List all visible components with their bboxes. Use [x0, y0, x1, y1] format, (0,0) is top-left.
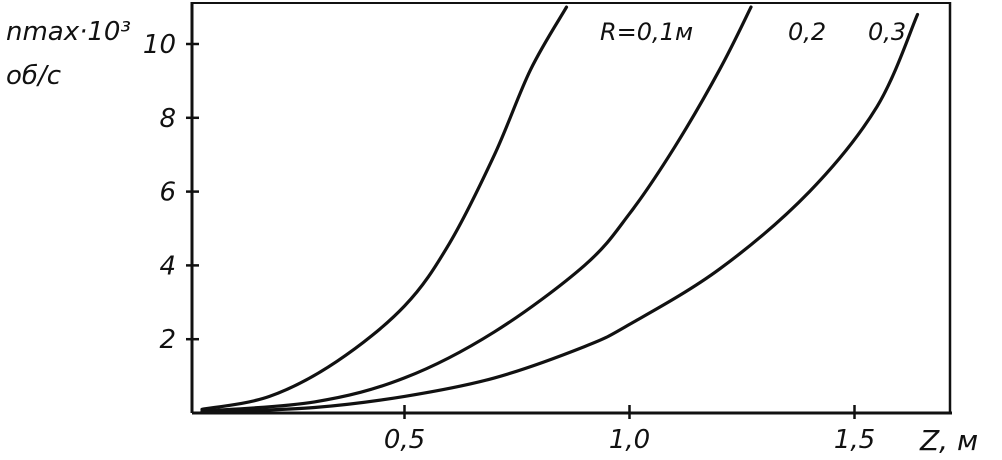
series-label-r01: R=0,1м	[600, 18, 693, 46]
y-tick-label: 4	[159, 251, 176, 281]
series-line-1	[200, 5, 569, 411]
y-tick-label: 6	[159, 178, 176, 208]
series-line-2	[200, 5, 753, 413]
y-tick-label: 2	[159, 325, 176, 355]
axes	[190, 2, 952, 415]
x-tick-label: 1,0	[609, 425, 650, 455]
x-axis-label: Z, м	[919, 424, 978, 457]
y-tick-label: 8	[159, 104, 176, 134]
series-label-r02: 0,2	[788, 18, 826, 46]
x-tick-label: 0,5	[384, 425, 425, 455]
y-axis-label-line2: об/с	[6, 61, 61, 91]
series-layer	[200, 5, 920, 414]
y-axis-label-line1: nmax·10³	[6, 17, 131, 47]
x-tick-label: 1,5	[834, 425, 875, 455]
series-label-r03: 0,3	[868, 18, 906, 46]
y-tick-label: 10	[143, 30, 176, 60]
x-ticks: 0,5 1,0 1,5	[384, 405, 875, 455]
series-line-3	[200, 12, 920, 414]
y-ticks: 2 4 6 8 10	[143, 30, 199, 355]
